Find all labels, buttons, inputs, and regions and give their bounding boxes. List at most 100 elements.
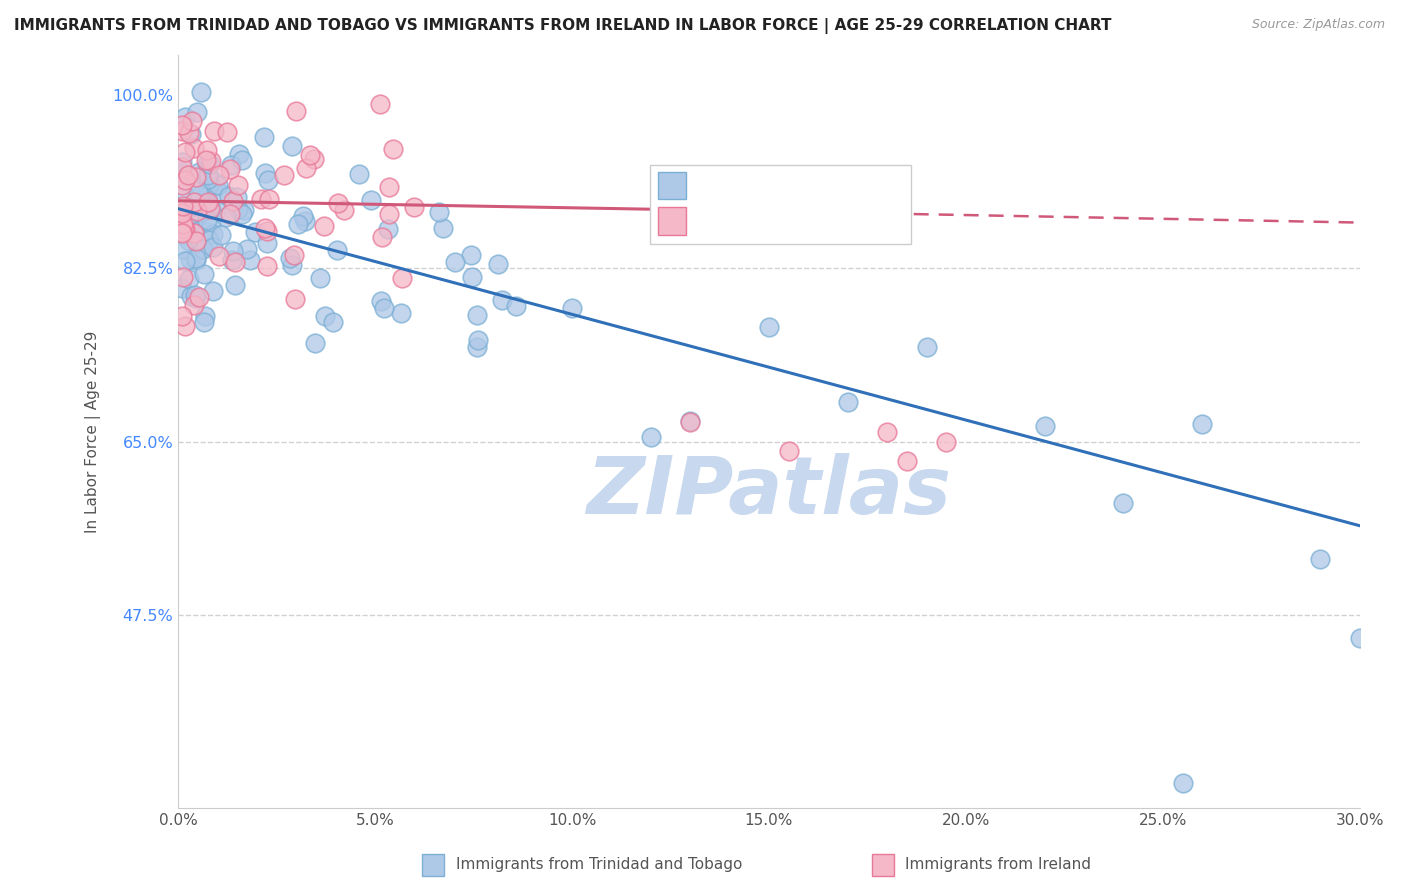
Point — [935, 434, 957, 449]
Point — [172, 213, 194, 227]
Point — [219, 207, 242, 221]
Point — [172, 226, 194, 240]
Point — [183, 199, 205, 213]
Point — [291, 209, 314, 223]
Text: N =: N = — [776, 177, 813, 194]
Point — [333, 202, 356, 217]
Point — [561, 301, 583, 315]
Point — [181, 114, 204, 128]
Point — [208, 168, 231, 182]
Point — [173, 221, 195, 235]
Point — [256, 260, 278, 274]
Text: 112: 112 — [801, 177, 835, 194]
Point — [224, 255, 246, 269]
Point — [188, 187, 211, 202]
Point — [249, 192, 271, 206]
Point — [896, 454, 918, 468]
Point — [208, 249, 231, 263]
Point — [184, 291, 207, 305]
Point — [309, 270, 332, 285]
Point — [432, 220, 454, 235]
Point — [491, 293, 513, 308]
Point — [172, 202, 194, 217]
Point — [226, 178, 249, 192]
Point — [253, 220, 276, 235]
Point — [204, 175, 226, 189]
Point — [193, 268, 215, 282]
Point — [245, 226, 267, 240]
Point — [295, 161, 318, 176]
Point — [187, 164, 209, 178]
Point — [370, 293, 392, 308]
Point — [347, 167, 370, 181]
Point — [172, 206, 194, 220]
Point — [876, 425, 898, 439]
Point — [194, 225, 217, 239]
Point — [221, 252, 243, 267]
Point — [174, 254, 197, 268]
Point — [198, 233, 221, 247]
Point — [179, 252, 201, 266]
Point — [368, 97, 391, 112]
Point — [207, 178, 229, 192]
Point — [197, 178, 219, 193]
Point — [198, 157, 221, 171]
Point — [225, 190, 247, 204]
Point — [195, 189, 218, 203]
Point — [312, 219, 335, 234]
Point — [200, 180, 222, 194]
Text: -0.021: -0.021 — [725, 212, 785, 230]
Point — [172, 217, 194, 231]
Point — [172, 199, 194, 213]
Point — [285, 104, 308, 119]
Text: Source: ZipAtlas.com: Source: ZipAtlas.com — [1251, 18, 1385, 31]
Point — [172, 166, 194, 180]
Point — [1171, 776, 1194, 790]
Point — [1348, 631, 1371, 645]
Point — [197, 171, 219, 186]
Point — [186, 105, 208, 120]
Point — [177, 168, 200, 182]
Point — [1191, 417, 1213, 432]
Point — [172, 270, 194, 285]
Point — [465, 340, 488, 354]
Point — [200, 202, 222, 216]
Point — [378, 207, 401, 221]
Point — [180, 128, 202, 142]
Point — [218, 188, 240, 202]
Point — [427, 205, 450, 219]
Point — [465, 308, 488, 322]
Point — [172, 182, 194, 196]
Point — [184, 170, 207, 185]
Point — [322, 316, 344, 330]
Point — [172, 225, 194, 239]
Point — [197, 144, 219, 158]
Point — [443, 255, 465, 269]
Point — [326, 196, 349, 211]
Text: R =: R = — [695, 212, 731, 230]
Point — [287, 217, 309, 231]
Point — [173, 319, 195, 334]
Point — [215, 210, 238, 224]
Point — [1112, 496, 1135, 510]
Point — [184, 252, 207, 267]
Point — [360, 193, 382, 207]
Point — [190, 85, 212, 99]
Point — [200, 214, 222, 228]
Point — [284, 293, 307, 307]
Point — [187, 185, 209, 199]
Point — [304, 336, 326, 351]
Point — [188, 206, 211, 220]
Point — [202, 227, 225, 241]
Point — [371, 230, 394, 244]
Point — [219, 158, 242, 172]
Point — [193, 309, 215, 323]
Point — [257, 173, 280, 187]
Point — [215, 125, 238, 139]
Text: 72: 72 — [801, 212, 824, 230]
Text: ZIPatlas: ZIPatlas — [586, 453, 952, 531]
Point — [460, 248, 482, 262]
Point — [224, 277, 246, 292]
Point — [174, 222, 197, 236]
Point — [184, 252, 207, 266]
